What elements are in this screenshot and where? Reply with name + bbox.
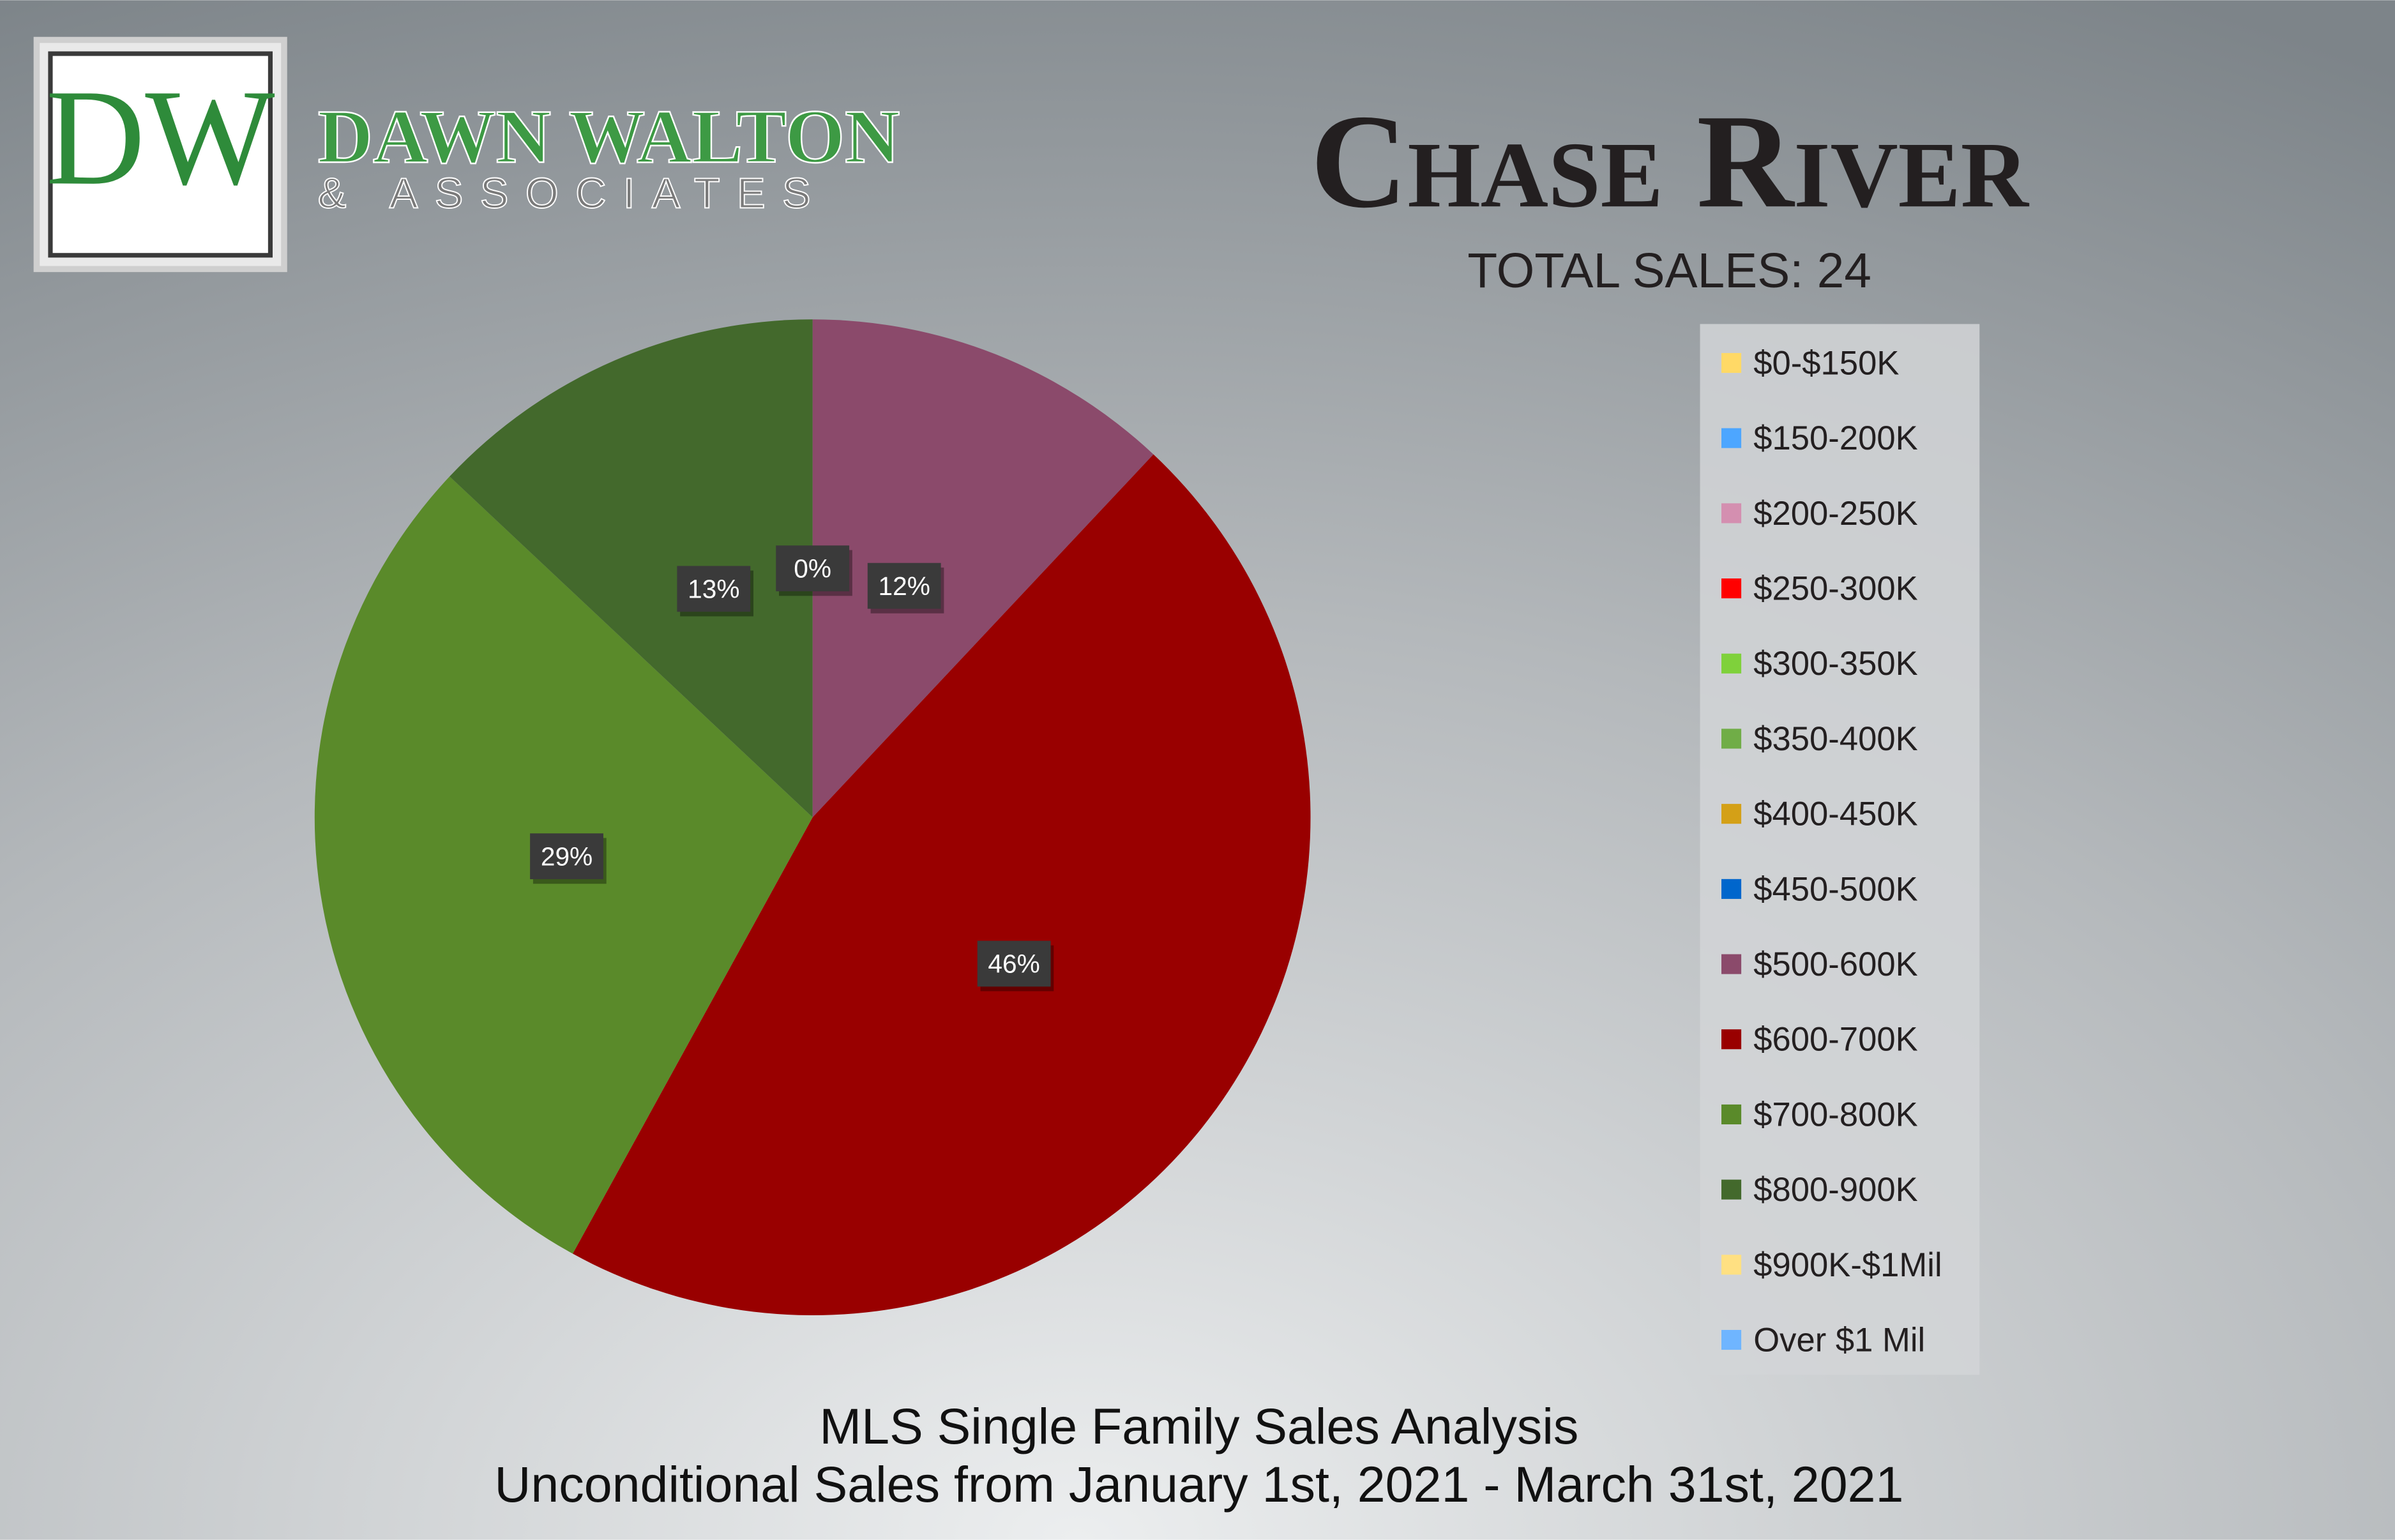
logo-tagline: & ASSOCIATES <box>318 170 827 218</box>
legend-label: $200-250K <box>1753 495 1917 532</box>
legend: $0-$150K $150-200K $200-250K $250-300K $300-… <box>1721 344 1942 1359</box>
data-label: 29% <box>541 842 593 872</box>
legend-swatch <box>1721 578 1742 599</box>
legend-swatch <box>1721 1029 1742 1050</box>
legend-swatch <box>1721 1179 1742 1200</box>
data-label-box <box>867 562 941 609</box>
legend-swatch <box>1721 352 1742 374</box>
legend-swatch <box>1721 428 1742 448</box>
legend-swatch <box>1721 1329 1742 1350</box>
data-label: 0% <box>794 554 831 584</box>
logo-inner <box>48 51 273 258</box>
legend-label: $700-800K <box>1753 1096 1917 1133</box>
legend-label: $600-700K <box>1753 1021 1917 1059</box>
legend-label: $350-400K <box>1753 720 1917 758</box>
data-label: 13% <box>688 575 739 604</box>
data-label-box <box>776 545 850 592</box>
legend-label: $150-200K <box>1753 419 1917 457</box>
data-label: 46% <box>988 949 1039 979</box>
data-label-box <box>977 940 1051 987</box>
pie-slice <box>572 454 1311 1316</box>
logo-name: DAWN WALTON <box>318 94 900 179</box>
legend-swatch <box>1721 728 1742 749</box>
pie-slice <box>812 319 1154 818</box>
legend-label: $300-350K <box>1753 645 1917 683</box>
pie-slice <box>450 319 813 818</box>
legend-label: $400-450K <box>1753 796 1917 833</box>
logo: DW DAWN WALTON & ASSOCIATES <box>33 36 901 273</box>
legend-label: $0-$150K <box>1753 344 1899 382</box>
pie <box>314 319 1311 1316</box>
footer-line: MLS Single Family Sales Analysis <box>819 1398 1578 1454</box>
legend-swatch <box>1721 653 1742 674</box>
legend-label: $450-500K <box>1753 870 1917 908</box>
legend-swatch <box>1721 804 1742 824</box>
legend-label: Over $1 Mil <box>1753 1321 1925 1359</box>
legend-swatch <box>1721 503 1742 524</box>
data-label-box <box>530 833 603 880</box>
legend-swatch <box>1721 1255 1742 1275</box>
legend-swatch <box>1721 1104 1742 1124</box>
data-label-box <box>677 566 751 612</box>
legend-swatch <box>1721 879 1742 899</box>
legend-box <box>1700 324 1980 1375</box>
logo-initials: DW <box>46 61 275 213</box>
legend-label: $500-600K <box>1753 946 1917 983</box>
legend-label: $800-900K <box>1753 1171 1917 1209</box>
data-labels: 0% 12% 46% 29% 13% <box>530 545 1054 992</box>
chart-subtitle: TOTAL SALES: 24 <box>1467 244 1871 298</box>
footer-line: Unconditional Sales from January 1st, 20… <box>494 1456 1903 1513</box>
data-label: 12% <box>879 571 930 601</box>
legend-label: $900K-$1Mil <box>1753 1246 1942 1284</box>
legend-swatch <box>1721 954 1742 974</box>
legend-label: $250-300K <box>1753 570 1917 608</box>
chart-title: Chase River <box>1310 86 2029 236</box>
